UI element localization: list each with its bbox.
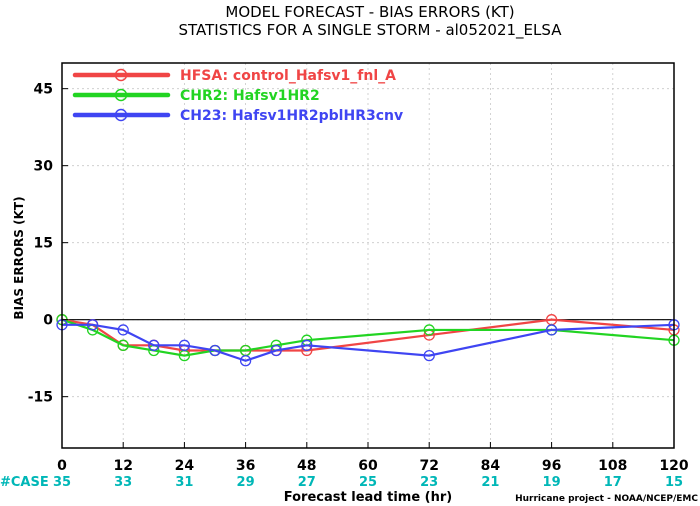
legend-label: HFSA: control_Hafsv1_fnl_A bbox=[180, 68, 396, 84]
y-tick-label: 30 bbox=[34, 159, 54, 175]
data-series bbox=[56, 314, 680, 367]
y-axis-label: BIAS ERRORS (KT) bbox=[12, 196, 26, 319]
legend-marker bbox=[114, 88, 128, 102]
series-point bbox=[423, 349, 435, 362]
x-tick-label: 84 bbox=[481, 458, 501, 474]
case-count: 15 bbox=[665, 475, 683, 490]
x-axis-ticks: 0 12 24 36 48 60 72 84 96 108 120 bbox=[57, 442, 689, 474]
series-point bbox=[545, 324, 558, 336]
y-axis-ticks: 45 30 15 0 -15 bbox=[28, 82, 68, 406]
series-point bbox=[301, 339, 313, 351]
legend-label: CH23: Hafsv1HR2pblHR3cnv bbox=[180, 108, 403, 124]
series-point bbox=[209, 344, 221, 357]
grid-lines bbox=[61, 63, 675, 448]
case-count: 35 bbox=[53, 475, 71, 490]
series-point bbox=[423, 324, 435, 336]
x-tick-label: 96 bbox=[542, 458, 561, 474]
case-count: 33 bbox=[114, 475, 132, 490]
y-tick-label: 0 bbox=[43, 313, 53, 329]
x-tick-label: 24 bbox=[175, 458, 195, 474]
series-point bbox=[270, 344, 282, 357]
x-tick-label: 12 bbox=[113, 458, 132, 474]
series-point bbox=[117, 339, 129, 351]
x-axis-label: Forecast lead time (hr) bbox=[284, 490, 452, 505]
series-point bbox=[178, 339, 191, 351]
legend-label: CHR2: Hafsv1HR2 bbox=[180, 88, 320, 104]
case-count: 21 bbox=[481, 475, 499, 490]
case-count: 27 bbox=[298, 475, 316, 490]
series-point bbox=[148, 339, 160, 351]
case-counts: 35 33 31 29 27 25 23 21 19 17 15 bbox=[53, 475, 683, 490]
case-label: #CASE bbox=[0, 475, 49, 490]
case-count: 25 bbox=[359, 475, 377, 490]
x-tick-label: 60 bbox=[358, 458, 378, 474]
series-point bbox=[239, 355, 252, 367]
x-tick-label: 108 bbox=[598, 458, 627, 474]
legend-marker bbox=[114, 108, 128, 122]
case-count: 23 bbox=[420, 475, 438, 490]
chart-title: MODEL FORECAST - BIAS ERRORS (KT) bbox=[225, 3, 514, 21]
x-tick-label: 0 bbox=[57, 458, 67, 474]
y-tick-label: 15 bbox=[34, 236, 53, 252]
series-line bbox=[61, 318, 675, 357]
y-tick-label: -15 bbox=[28, 390, 53, 406]
series-point bbox=[86, 319, 99, 331]
case-count: 31 bbox=[175, 475, 193, 490]
legend: HFSA: control_Hafsv1_fnl_A CHR2: Hafsv1HR… bbox=[72, 68, 403, 124]
legend-marker bbox=[114, 68, 128, 82]
series-point bbox=[117, 324, 129, 336]
chart-subtitle: STATISTICS FOR A SINGLE STORM - al052021… bbox=[179, 21, 563, 40]
credit-text: Hurricane project - NOAA/NCEP/EMC bbox=[515, 494, 698, 504]
y-tick-label: 45 bbox=[34, 82, 53, 98]
x-tick-label: 48 bbox=[297, 458, 316, 474]
x-tick-label: 36 bbox=[236, 458, 255, 474]
x-tick-label: 72 bbox=[419, 458, 438, 474]
x-tick-label: 120 bbox=[659, 458, 688, 474]
case-count: 17 bbox=[604, 475, 622, 490]
case-count: 19 bbox=[543, 475, 561, 490]
case-count: 29 bbox=[237, 475, 255, 490]
